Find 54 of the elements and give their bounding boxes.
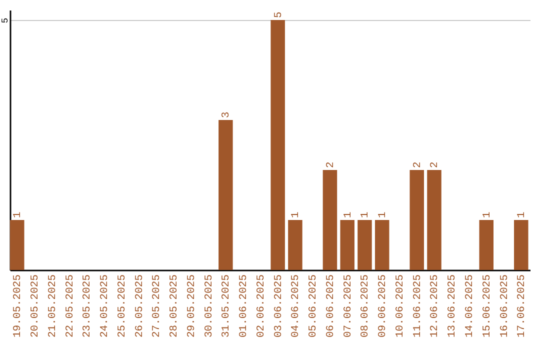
x-tick-label: 17.06.2025 [516, 274, 528, 338]
x-tick-label: 03.06.2025 [272, 274, 285, 338]
x-tick-label: 16.06.2025 [498, 274, 511, 338]
x-tick-label: 07.06.2025 [342, 274, 354, 338]
bar [358, 220, 372, 270]
x-tick-label: 24.05.2025 [99, 274, 112, 338]
x-tick-label: 26.05.2025 [134, 274, 146, 338]
x-tick-label: 02.06.2025 [255, 274, 268, 338]
data-label: 2 [412, 162, 424, 168]
x-tick-label: 30.05.2025 [203, 274, 216, 338]
x-tick-label: 12.06.2025 [429, 274, 442, 338]
data-label: 1 [481, 212, 494, 218]
data-label: 2 [324, 162, 337, 168]
x-tick-label: 28.05.2025 [168, 274, 181, 338]
data-label: 1 [516, 212, 528, 218]
x-tick-label: 05.06.2025 [308, 274, 320, 338]
x-tick-label: 29.05.2025 [186, 274, 198, 338]
x-tick-label: 22.05.2025 [64, 274, 76, 338]
data-label: 1 [12, 212, 24, 218]
data-label: 1 [377, 212, 390, 218]
bar [270, 20, 285, 270]
bar [514, 220, 528, 270]
x-tick-label: 13.06.2025 [446, 274, 459, 338]
bar [10, 220, 24, 270]
x-tick-label: 20.05.2025 [30, 274, 42, 338]
x-tick-label: 04.06.2025 [290, 274, 302, 338]
x-tick-label: 10.06.2025 [394, 274, 406, 338]
x-tick-label: 06.06.2025 [324, 274, 337, 338]
x-tick-label: 01.06.2025 [238, 274, 250, 338]
x-tick-label: 21.05.2025 [46, 274, 59, 338]
x-tick-label: 11.06.2025 [412, 274, 424, 338]
x-tick-label: 14.06.2025 [464, 274, 476, 338]
bar [374, 220, 390, 270]
x-tick-label: 31.05.2025 [220, 274, 233, 338]
bar [288, 220, 302, 270]
bar [479, 220, 494, 270]
bar [410, 170, 424, 270]
bar [322, 170, 338, 270]
data-label: 1 [342, 212, 354, 218]
x-tick-label: 09.06.2025 [377, 274, 390, 338]
bar [427, 170, 442, 270]
data-label: 1 [360, 212, 372, 218]
x-tick-label: 23.05.2025 [82, 274, 94, 338]
bar [340, 220, 354, 270]
data-label: 3 [220, 112, 233, 118]
data-label: 5 [272, 12, 285, 18]
x-tick-label: 27.05.2025 [151, 274, 164, 338]
bar [218, 120, 233, 270]
data-label: 1 [290, 212, 302, 218]
x-tick-label: 19.05.2025 [12, 274, 24, 338]
x-tick-label: 08.06.2025 [360, 274, 372, 338]
x-tick-label: 25.05.2025 [116, 274, 128, 338]
x-tick-label: 15.06.2025 [481, 274, 494, 338]
data-label: 2 [429, 162, 442, 168]
